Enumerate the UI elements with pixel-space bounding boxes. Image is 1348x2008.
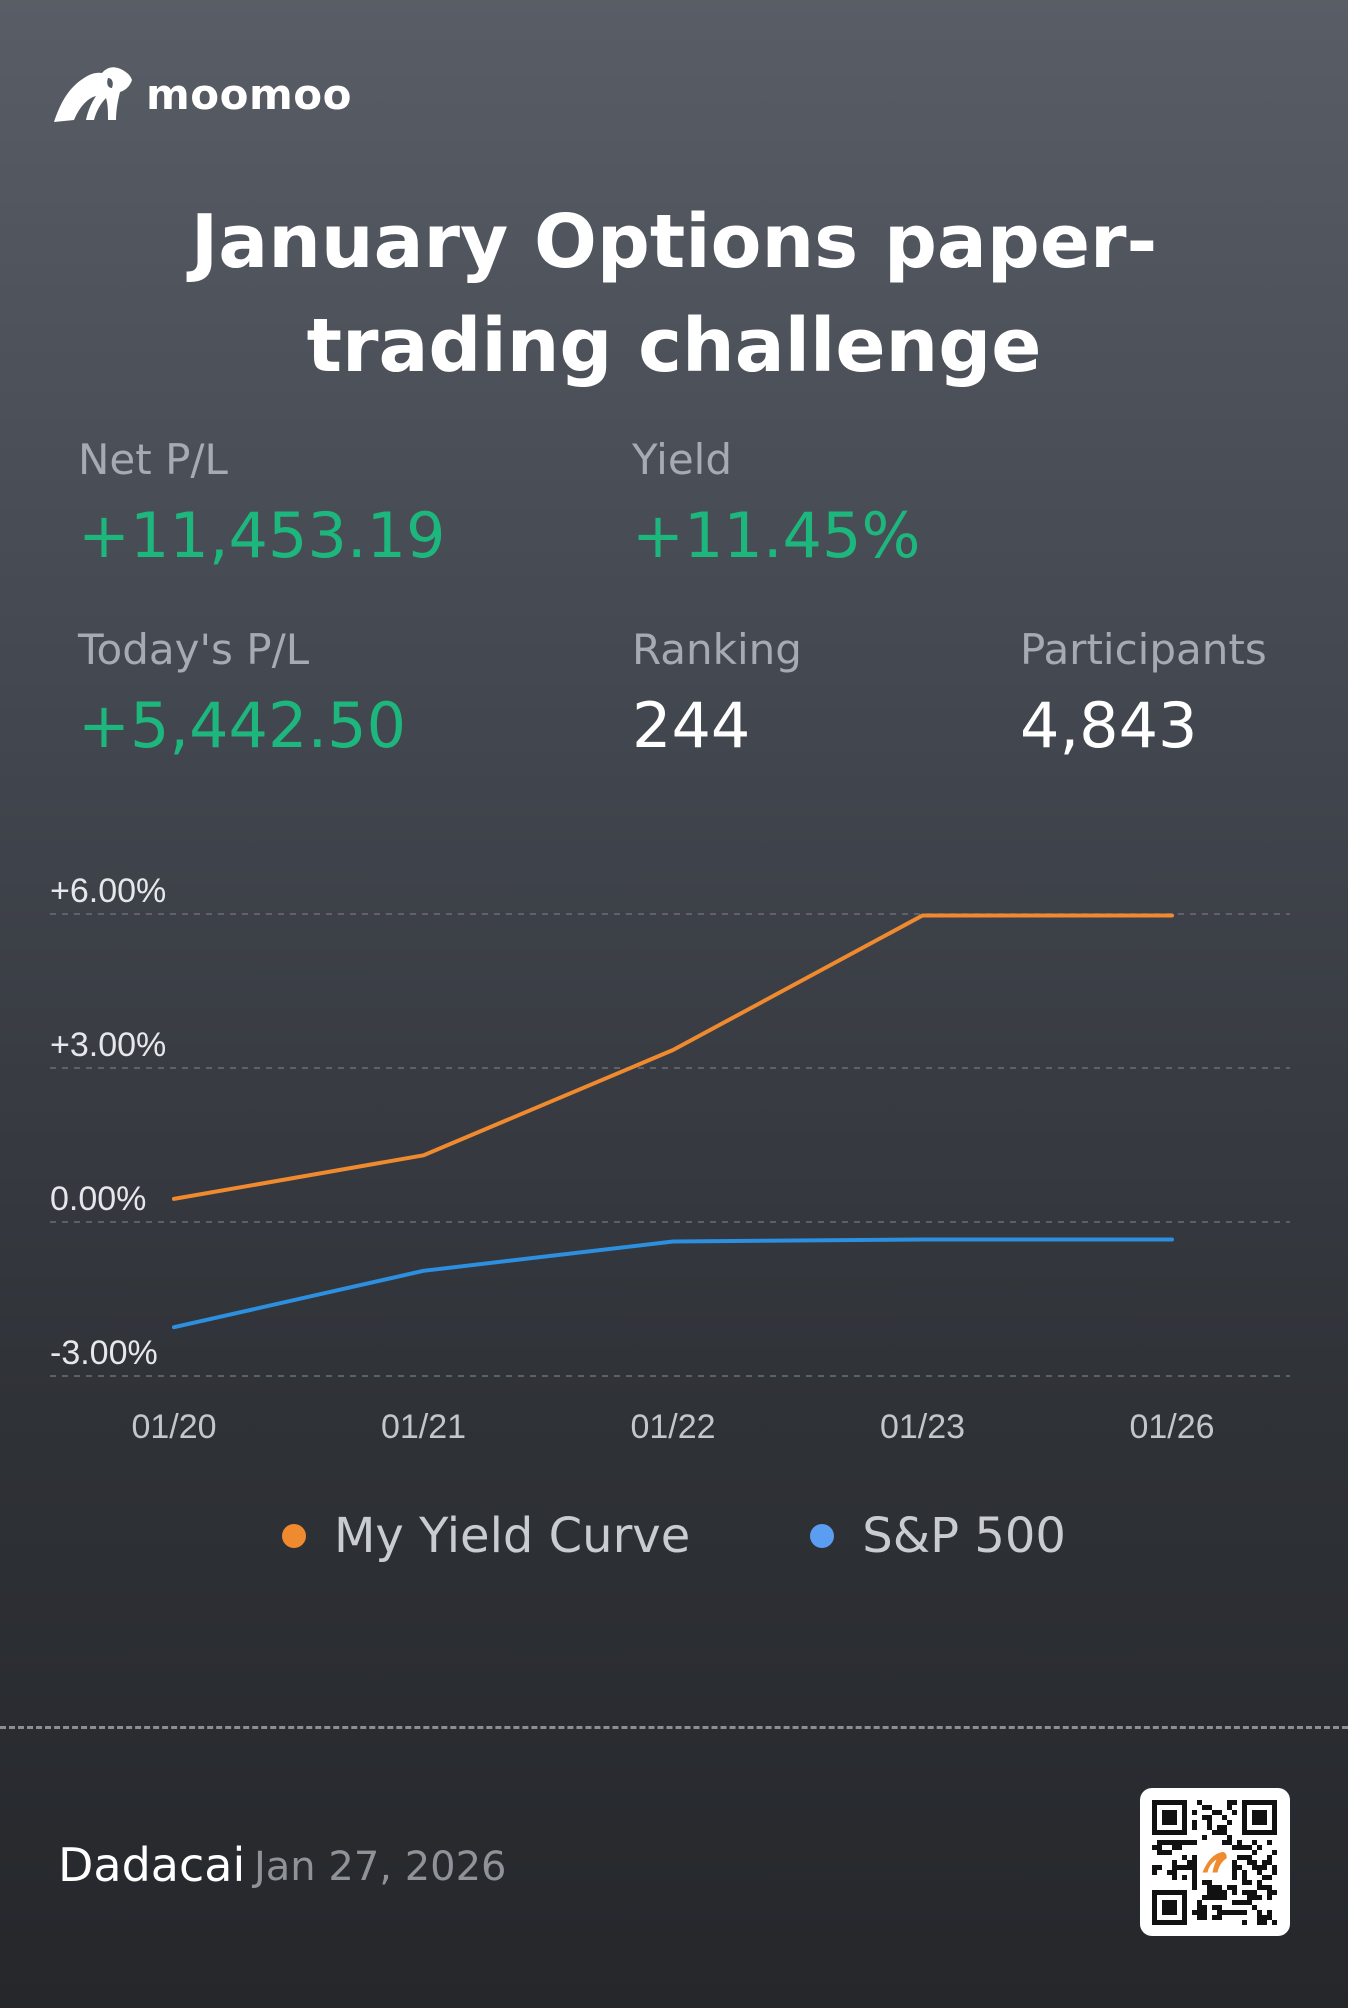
participants-value: 4,843 bbox=[1020, 689, 1198, 762]
share-date: Jan 27, 2026 bbox=[254, 1844, 507, 1890]
qr-code-icon bbox=[1140, 1788, 1290, 1936]
series-line-my-yield bbox=[172, 913, 1174, 1201]
y-tick-label: 0.00% bbox=[50, 1180, 146, 1218]
bull-logo-icon bbox=[54, 67, 132, 122]
series-line-sp500 bbox=[172, 1237, 1174, 1330]
x-tick-label: 01/20 bbox=[131, 1408, 216, 1446]
ranking-label: Ranking bbox=[632, 625, 802, 674]
chart-series bbox=[172, 913, 1174, 1330]
yield-value: +11.45% bbox=[632, 499, 921, 572]
net-pl-stat: Net P/L +11,453.19 bbox=[78, 432, 446, 576]
yield-stat: Yield +11.45% bbox=[632, 432, 920, 576]
todays-pl-value: +5,442.50 bbox=[78, 689, 407, 762]
brand: moomoo bbox=[50, 64, 352, 124]
y-tick-label: -3.00% bbox=[50, 1334, 158, 1372]
legend-item-my-yield: My Yield Curve bbox=[282, 1508, 690, 1564]
ranking-stat: Ranking 244 bbox=[632, 622, 802, 766]
participants-stat: Participants 4,843 bbox=[1020, 622, 1267, 766]
legend-dot-my-yield bbox=[282, 1524, 307, 1548]
todays-pl-label: Today's P/L bbox=[78, 625, 310, 674]
x-tick-label: 01/26 bbox=[1129, 1408, 1214, 1446]
legend-item-sp500: S&P 500 bbox=[810, 1508, 1066, 1564]
x-tick-label: 01/22 bbox=[630, 1408, 715, 1446]
y-tick-label: +6.00% bbox=[50, 872, 166, 910]
brand-name: moomoo bbox=[146, 69, 352, 119]
x-tick-label: 01/21 bbox=[381, 1408, 466, 1446]
y-tick-label: +3.00% bbox=[50, 1026, 166, 1064]
net-pl-label: Net P/L bbox=[78, 435, 228, 484]
participants-label: Participants bbox=[1020, 625, 1267, 674]
page-title: January Options paper-trading challenge bbox=[190, 199, 1158, 389]
footer-divider bbox=[0, 1726, 1348, 1729]
ranking-value: 244 bbox=[632, 689, 751, 762]
legend-dot-sp500 bbox=[810, 1524, 835, 1548]
y-axis-ticks: +6.00% +3.00% 0.00% -3.00% bbox=[50, 872, 166, 1372]
yield-chart: +6.00%+3.00%0.00%-3.00% 01/20 01/21 01/22 0… bbox=[50, 872, 1290, 1446]
legend-label-sp500: S&P 500 bbox=[862, 1508, 1066, 1564]
x-tick-label: 01/23 bbox=[880, 1408, 965, 1446]
username: Dadacai bbox=[58, 1838, 246, 1892]
todays-pl-stat: Today's P/L +5,442.50 bbox=[78, 622, 406, 766]
chart-grid bbox=[50, 913, 1290, 1377]
chart-legend: My Yield Curve S&P 500 bbox=[0, 1508, 1348, 1564]
yield-label: Yield bbox=[632, 435, 732, 484]
legend-label-my-yield: My Yield Curve bbox=[334, 1508, 691, 1564]
net-pl-value: +11,453.19 bbox=[78, 499, 446, 572]
x-axis-ticks: 01/20 01/21 01/22 01/23 01/26 bbox=[131, 1408, 1214, 1446]
